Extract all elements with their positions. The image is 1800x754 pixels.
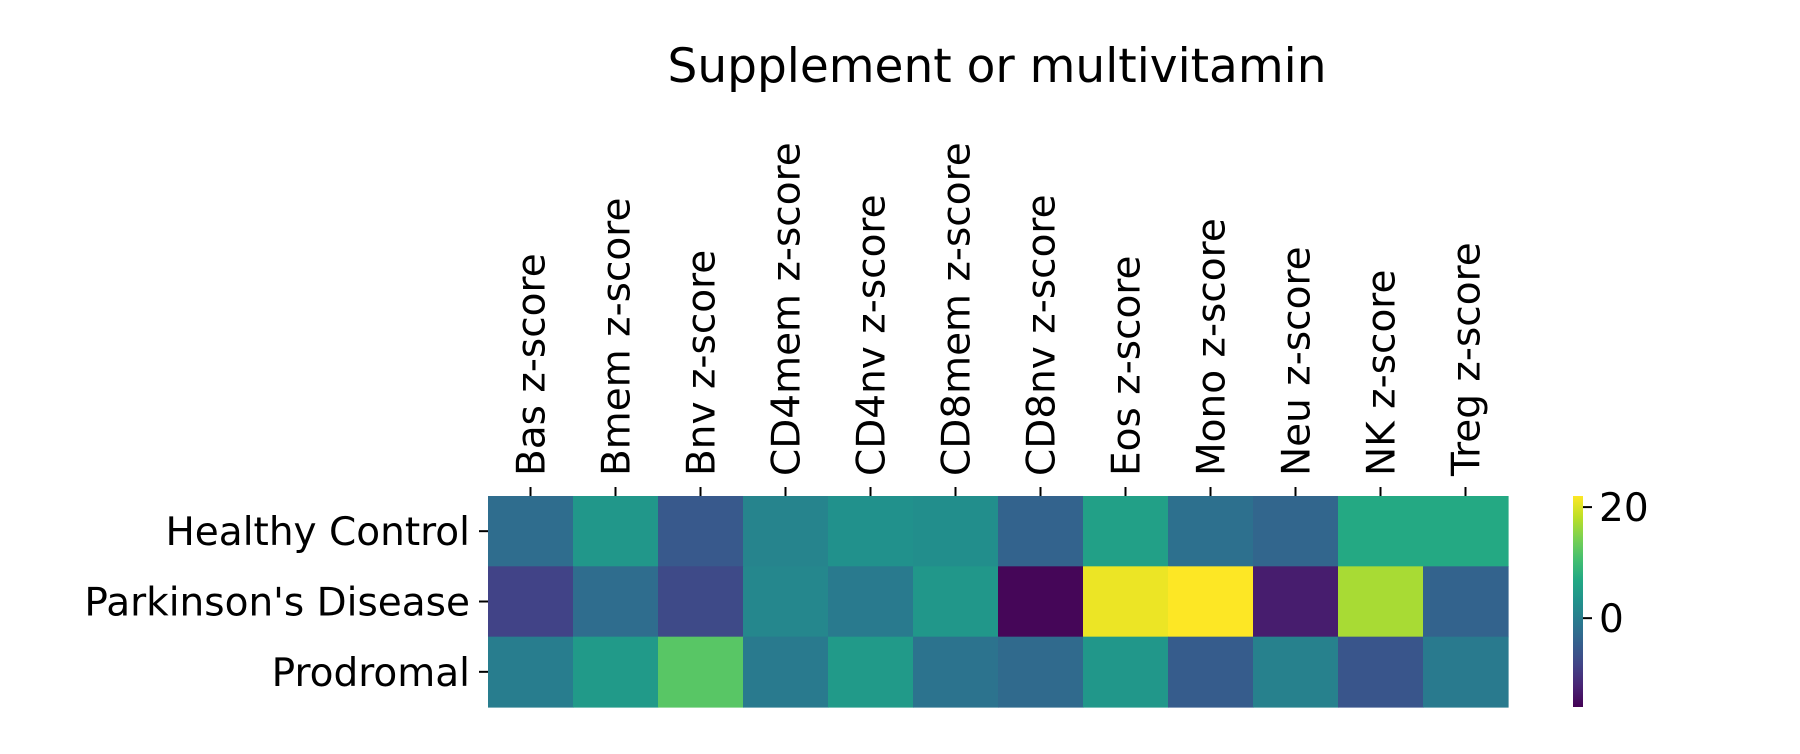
y-tick-label: Prodromal [272, 651, 470, 696]
heatmap-cell [998, 496, 1084, 567]
heatmap-cell [743, 496, 829, 567]
heatmap-cell [1423, 566, 1509, 638]
heatmap-cell [658, 496, 744, 567]
heatmap-cell [743, 636, 829, 708]
heatmap-cell [573, 566, 659, 638]
x-tick-label: Neu z-score [1275, 246, 1320, 476]
heatmap-cell [828, 636, 914, 708]
heatmap-cell [488, 496, 574, 567]
heatmap-cell [1338, 636, 1424, 708]
x-tick-label: Bnv z-score [680, 250, 725, 476]
heatmap-cell [998, 566, 1084, 638]
x-tick-label: Mono z-score [1190, 218, 1235, 476]
heatmap-cell [1083, 566, 1169, 638]
heatmap-cell [1338, 496, 1424, 567]
heatmap-cell [488, 566, 574, 638]
heatmap-cell [1168, 496, 1254, 567]
heatmap-cell [828, 496, 914, 567]
heatmap-cell [573, 496, 659, 567]
heatmap-cell [488, 636, 574, 708]
chart-title: Supplement or multivitamin [668, 39, 1327, 94]
heatmap-cell [1168, 636, 1254, 708]
x-tick-label: Treg z-score [1445, 242, 1490, 477]
heatmap-cell [1083, 636, 1169, 708]
colorbar-tick-label: 20 [1599, 486, 1649, 531]
heatmap-cells [488, 496, 1509, 708]
x-tick-label: CD4mem z-score [765, 142, 810, 476]
heatmap-cell [1423, 496, 1509, 567]
x-tick-label: CD4nv z-score [850, 194, 895, 476]
x-axis: Bas z-score Bmem z-score Bnv z-score CD4mem… [510, 142, 1490, 496]
heatmap-cell [658, 566, 744, 638]
heatmap-cell [1168, 566, 1254, 638]
colorbar: 0 20 [1573, 486, 1649, 707]
heatmap-cell [658, 636, 744, 708]
x-tick-label: NK z-score [1360, 270, 1405, 476]
heatmap-cell [913, 496, 999, 567]
y-tick-label: Healthy Control [165, 510, 470, 555]
x-tick-label: Eos z-score [1105, 255, 1150, 476]
heatmap-cell [913, 636, 999, 708]
y-axis: Healthy Control Parkinson's Disease Prodro… [84, 510, 488, 696]
x-tick-label: CD8nv z-score [1020, 194, 1065, 476]
colorbar-tick-label: 0 [1599, 597, 1624, 642]
heatmap-cell [1253, 566, 1339, 638]
heatmap-cell [1423, 636, 1509, 708]
y-tick-label: Parkinson's Disease [84, 581, 470, 626]
heatmap-cell [913, 566, 999, 638]
colorbar-gradient [1573, 496, 1583, 707]
heatmap-cell [1338, 566, 1424, 638]
heatmap-cell [1083, 496, 1169, 567]
heatmap-cell [828, 566, 914, 638]
x-tick-label: Bas z-score [510, 253, 555, 476]
heatmap-cell [1253, 496, 1339, 567]
x-tick-label: Bmem z-score [595, 198, 640, 476]
heatmap-cell [573, 636, 659, 708]
x-tick-label: CD8mem z-score [935, 142, 980, 476]
heatmap-cell [1253, 636, 1339, 708]
heatmap-cell [743, 566, 829, 638]
heatmap-cell [998, 636, 1084, 708]
